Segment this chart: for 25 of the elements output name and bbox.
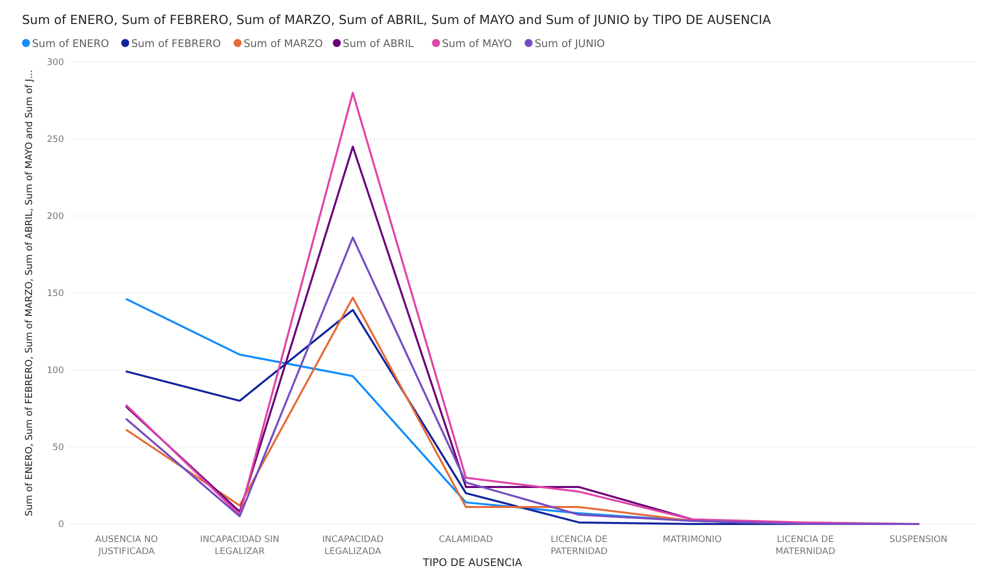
y-tick-label: 0 bbox=[58, 520, 64, 530]
legend-label: Sum of MAYO bbox=[442, 38, 512, 50]
legend-label: Sum of FEBRERO bbox=[131, 38, 221, 50]
x-tick-label: MATRIMONIO bbox=[662, 535, 722, 545]
x-tick-label: SUSPENSION bbox=[889, 535, 948, 545]
y-tick-label: 300 bbox=[46, 58, 64, 68]
legend-label: Sum of ENERO bbox=[32, 38, 110, 50]
legend-label: Sum of MARZO bbox=[244, 38, 323, 50]
y-tick-label: 200 bbox=[46, 212, 64, 222]
x-tick-label: CALAMIDAD bbox=[438, 535, 494, 545]
x-tick-label: AUSENCIA NO JUSTIFICADA bbox=[95, 535, 158, 557]
x-tick-label: LICENCIA DE PATERNIDAD bbox=[550, 535, 608, 557]
y-tick-label: 150 bbox=[46, 289, 64, 300]
x-axis-title: TIPO DE AUSENCIA bbox=[422, 557, 523, 569]
x-tick-label: LICENCIA DE MATERNIDAD bbox=[775, 535, 836, 557]
y-tick-label: 250 bbox=[46, 135, 64, 146]
legend-label: Sum of JUNIO bbox=[534, 38, 605, 50]
chart-title: Sum of ENERO, Sum of FEBRERO, Sum of MARZO, Sum of ABRIL, Sum of MAYO and Sum of JUNIO by TIPO DE AUSENCIA bbox=[22, 12, 772, 27]
x-tick-label: INCAPACIDAD LEGALIZADA bbox=[322, 535, 384, 557]
y-tick-label: 100 bbox=[46, 366, 64, 376]
legend-label: Sum of ABRIL bbox=[342, 38, 414, 50]
y-axis-title: Sum of ENERO, Sum of FEBRERO, Sum of MARZO, Sum of ABRIL, Sum of MAYO and Sum of J... bbox=[24, 70, 35, 516]
line-series bbox=[126, 236, 920, 525]
x-tick-label: INCAPACIDAD SIN LEGALIZAR bbox=[200, 535, 280, 557]
y-tick-label: 50 bbox=[52, 443, 64, 454]
